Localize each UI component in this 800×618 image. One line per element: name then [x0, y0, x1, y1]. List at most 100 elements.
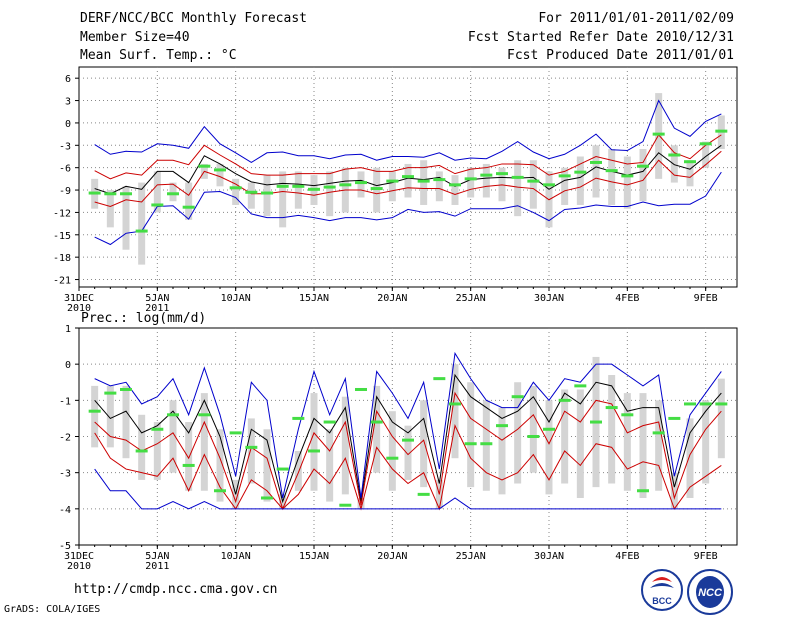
temp-spread-box — [592, 145, 600, 198]
prec-spread-box — [200, 393, 208, 491]
bcc-logo-text: BCC — [652, 596, 672, 606]
prec-spread-box — [373, 385, 381, 473]
temp-spread-box — [216, 163, 224, 187]
prec-spread-box — [216, 429, 224, 502]
prec-spread-box — [639, 393, 647, 498]
prec-ytick-label: -3 — [59, 469, 71, 480]
prec-spread-box — [561, 389, 569, 484]
prec-ytick-label: 1 — [65, 324, 71, 335]
produced-date: Fcst Produced Date 2011/01/01 — [507, 48, 734, 63]
temp-xtick-label: 20JAN — [377, 293, 407, 304]
prec-spread-box — [655, 400, 663, 491]
temp-spread-box — [106, 190, 114, 228]
prec-spread-box — [294, 450, 302, 491]
prec-series-upper-outer-band — [94, 351, 722, 499]
prec-spread-box — [576, 389, 584, 498]
prec-spread-box — [153, 422, 161, 480]
temp-ytick-label: 0 — [65, 119, 71, 130]
refer-date: Fcst Started Refer Date 2010/12/31 — [467, 30, 734, 45]
prec-series-upper-inner-band — [94, 391, 722, 511]
temp-spread-box — [623, 156, 631, 209]
temp-xtick-label: 31DEC — [64, 293, 94, 304]
temp-series-lower-outer-band — [94, 171, 722, 246]
prec-spread-box — [263, 429, 271, 502]
prec-spread-box — [185, 422, 193, 491]
temp-spread-box — [451, 175, 459, 205]
prec-spread-box — [498, 407, 506, 495]
prec-xtick-label: 4FEB — [615, 551, 639, 562]
prec-spread-box — [514, 382, 522, 484]
temp-xtick-label: 4FEB — [615, 293, 639, 304]
prec-series-lower-outer-band — [94, 468, 722, 510]
temp-ytick-label: 3 — [65, 97, 71, 108]
prec-spread-box — [404, 425, 412, 480]
temp-spread-box — [529, 160, 537, 209]
prec-spread-box — [341, 396, 349, 495]
temp-spread-box — [138, 182, 146, 265]
prec-spread-box — [451, 364, 459, 459]
prec-xtick-label: 5JAN — [145, 551, 169, 562]
prec-xtick-label: 20JAN — [377, 551, 407, 562]
prec-xtick-label: 2010 — [67, 561, 91, 572]
prec-spread-box — [138, 414, 146, 480]
temp-label: Mean Surf. Temp.: °C — [80, 48, 237, 63]
temp-spread-box — [169, 182, 177, 202]
temp-spread-box — [232, 178, 240, 205]
source-url[interactable]: http://cmdp.ncc.cma.gov.cn — [74, 582, 278, 597]
temp-spread-box — [561, 167, 569, 205]
chart-title: DERF/NCC/BCC Monthly Forecast — [80, 11, 307, 26]
temp-xtick-label: 10JAN — [221, 293, 251, 304]
prec-spread-box — [702, 400, 710, 484]
temp-spread-box — [404, 163, 412, 198]
prec-spread-box — [717, 378, 725, 459]
temp-spread-box — [153, 171, 161, 213]
temp-ytick-label: -18 — [53, 253, 71, 264]
prec-spread-box — [420, 400, 428, 488]
temp-ytick-label: -21 — [53, 276, 71, 287]
prec-spread-box — [388, 411, 396, 491]
temp-spread-box — [702, 141, 710, 168]
prec-ytick-label: -5 — [59, 541, 71, 552]
prec-ytick-label: -1 — [59, 396, 71, 407]
prec-spread-box — [106, 385, 114, 448]
temp-ytick-label: -6 — [59, 164, 71, 175]
prec-xtick-label: 10JAN — [221, 551, 251, 562]
temp-spread-box — [670, 145, 678, 183]
temp-spread-box — [639, 149, 647, 202]
temp-ytick-label: -12 — [53, 208, 71, 219]
temp-spread-box — [435, 171, 443, 202]
prec-spread-box — [545, 400, 553, 495]
prec-spread-box — [482, 400, 490, 491]
temp-xtick-label: 2011 — [145, 303, 169, 314]
ncc-logo-text: NCC — [698, 587, 723, 599]
prec-label: Prec.: log(mm/d) — [81, 311, 206, 326]
prec-spread-box — [670, 472, 678, 509]
temp-spread-box — [686, 160, 694, 187]
prec-series-lower-inner-band — [94, 424, 722, 511]
temp-spread-box — [388, 171, 396, 202]
temp-spread-box — [467, 167, 475, 198]
grads-credit: GrADS: COLA/IGES — [4, 604, 101, 615]
temp-spread-box — [247, 182, 255, 209]
temp-spread-box — [279, 171, 287, 228]
temp-spread-box — [576, 156, 584, 205]
prec-xtick-label: 30JAN — [534, 551, 564, 562]
prec-spread-box — [91, 385, 99, 448]
temp-spread-box — [185, 182, 193, 220]
temp-xtick-label: 15JAN — [299, 293, 329, 304]
temp-spread-box — [122, 186, 130, 250]
temp-spread-box — [482, 163, 490, 198]
temp-xtick-label: 5JAN — [145, 293, 169, 304]
member-size: Member Size=40 — [80, 30, 190, 45]
prec-spread-box — [529, 385, 537, 473]
prec-xtick-label: 25JAN — [456, 551, 486, 562]
temp-spread-box — [514, 160, 522, 217]
forecast-range: For 2011/01/01-2011/02/09 — [538, 11, 734, 26]
prec-spread-box — [686, 418, 694, 498]
prec-series-ensemble-mean — [94, 373, 722, 504]
prec-ytick-label: 0 — [65, 360, 71, 371]
prec-spread-box — [122, 385, 130, 459]
temp-xtick-label: 25JAN — [456, 293, 486, 304]
temp-spread-box — [655, 93, 663, 179]
